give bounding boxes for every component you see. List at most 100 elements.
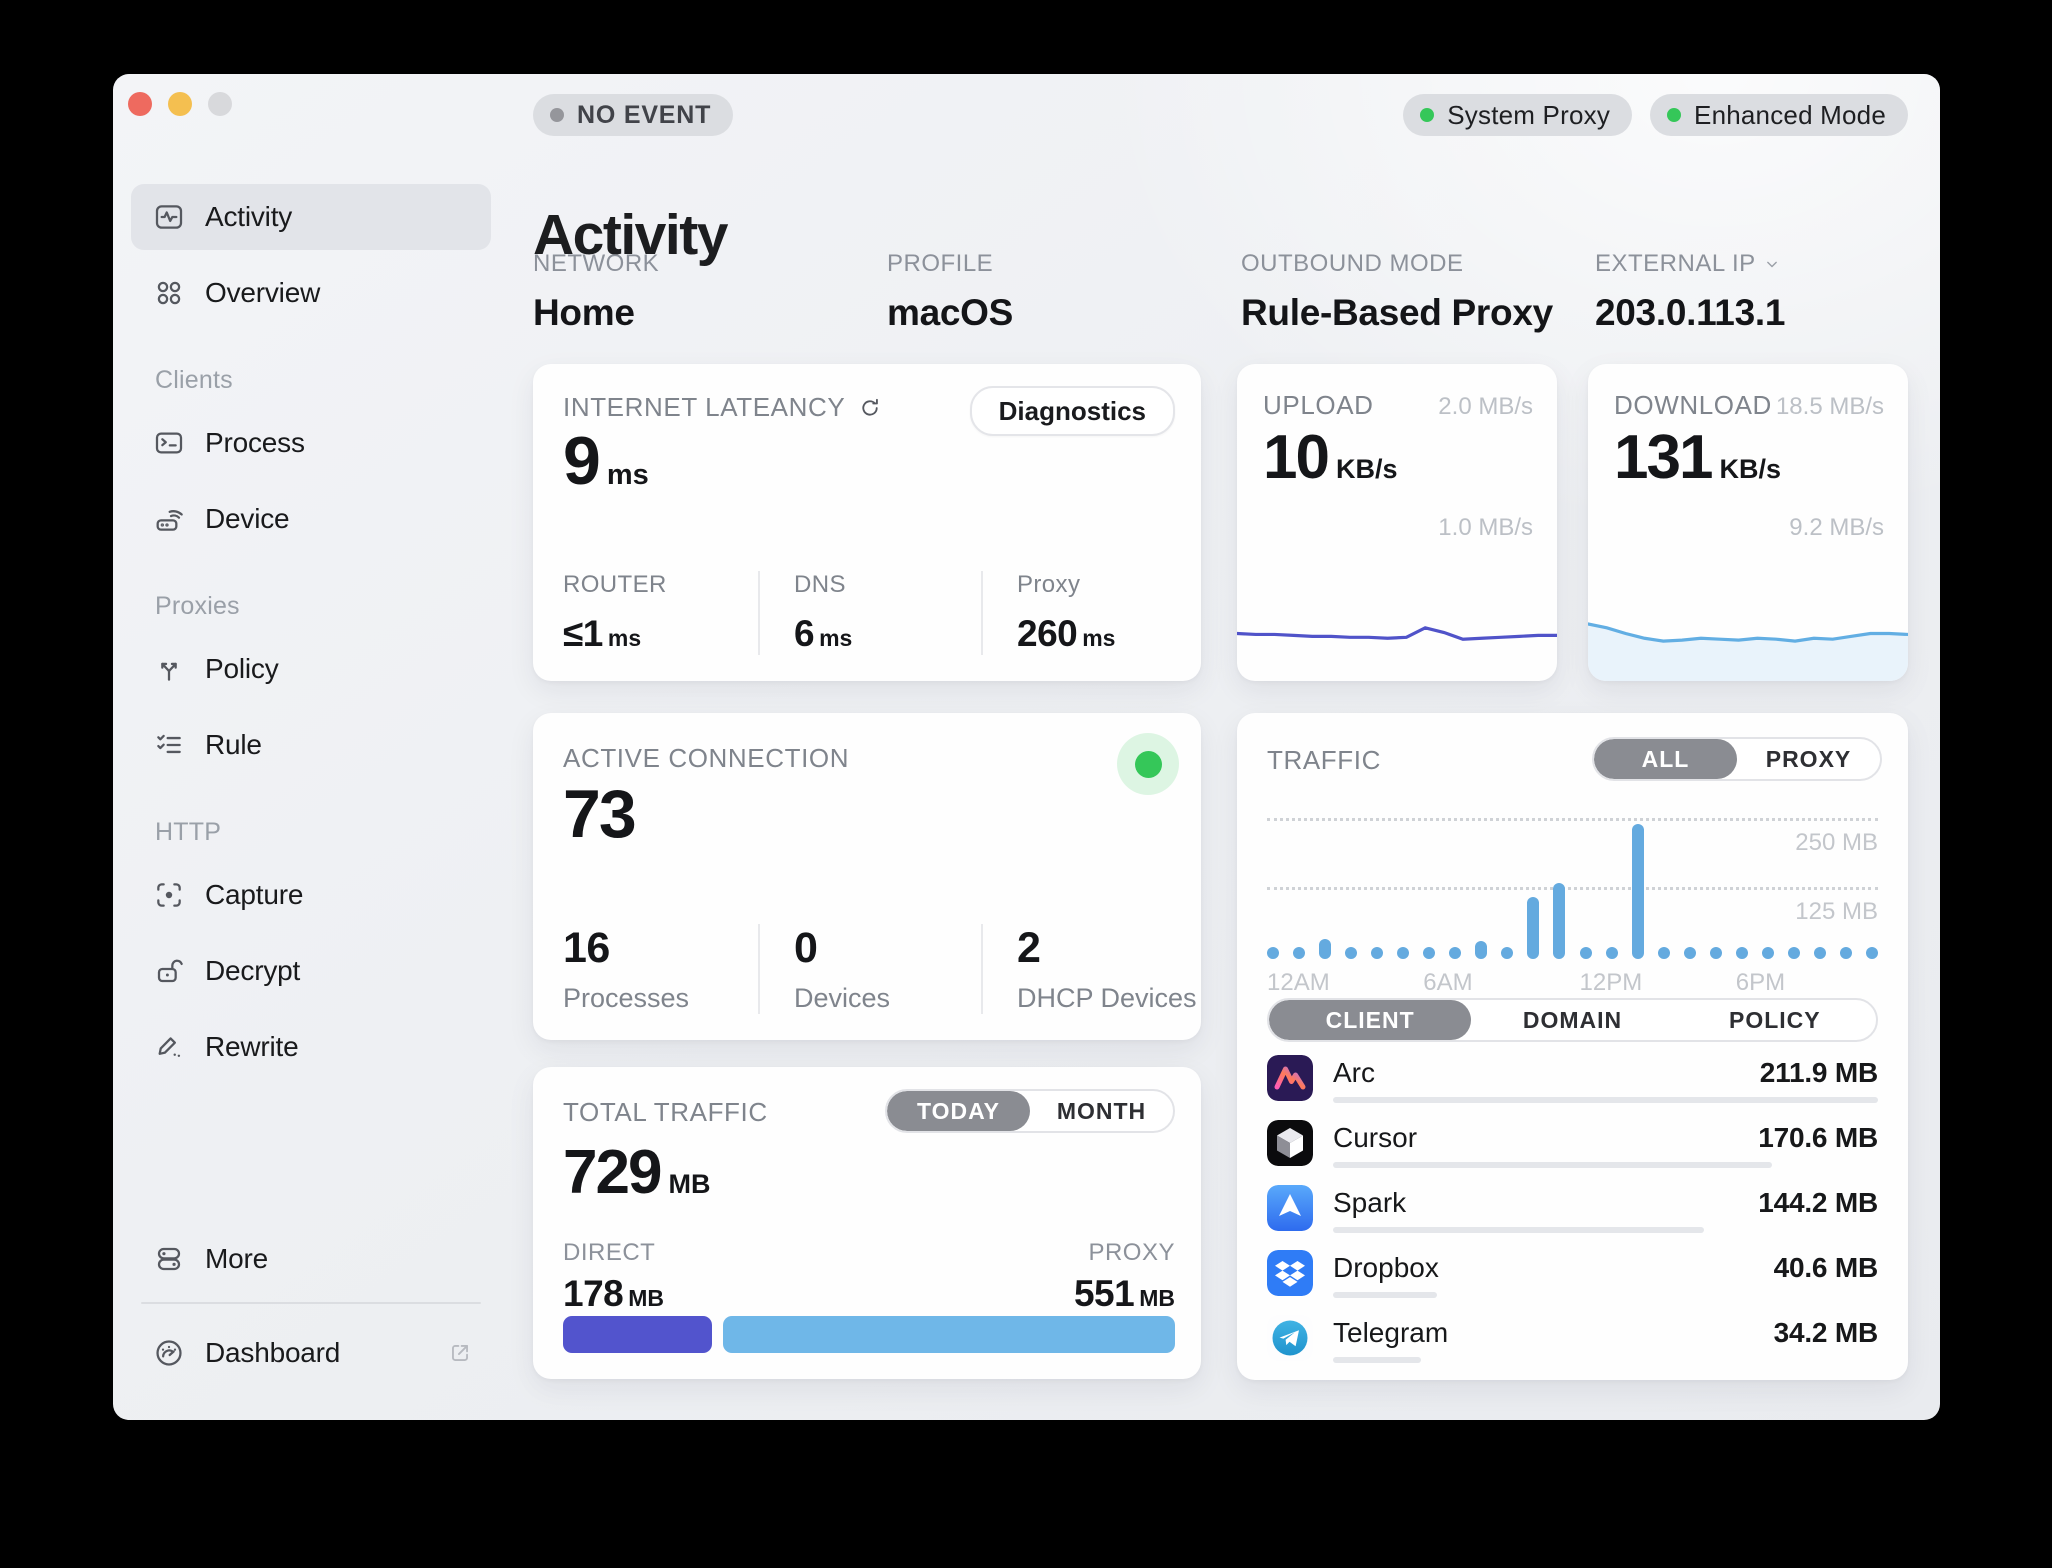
client-traffic-value: 144.2 MB	[1758, 1187, 1878, 1218]
status-pill-label: System Proxy	[1447, 99, 1611, 130]
client-row-arc[interactable]: Arc 211.9 MB	[1267, 1055, 1878, 1119]
sidebar-item-more[interactable]: More	[131, 1226, 491, 1292]
traffic-tab-domain[interactable]: DOMAIN	[1522, 1006, 1623, 1033]
latency-card: INTERNET LATEANCY Diagnostics 9 ms ROUTE…	[533, 364, 1201, 681]
sidebar: Activity Overview Clients Process Device Prox…	[131, 184, 491, 1090]
connection-status-dot-icon	[1134, 750, 1162, 778]
sidebar-item-overview[interactable]: Overview	[131, 260, 491, 326]
conn-stat-devices: 0 Devices	[758, 924, 981, 1014]
sidebar-item-label: Rule	[205, 729, 262, 760]
external-link-icon	[447, 1340, 473, 1366]
traffic-tab-policy[interactable]: POLICY	[1729, 1006, 1821, 1033]
telegram-app-icon	[1267, 1315, 1313, 1361]
download-value: 131 KB/s	[1614, 423, 1781, 492]
gridline-250mb	[1267, 818, 1878, 821]
proxy-label: PROXY	[1088, 1239, 1175, 1266]
period-today[interactable]: TODAY	[887, 1091, 1030, 1131]
conn-stat-label: DHCP Devices	[1017, 983, 1197, 1013]
activity-icon	[153, 201, 185, 233]
sidebar-section-proxies: Proxies	[155, 592, 240, 620]
meta-network: NETWORK Home	[533, 250, 659, 334]
event-badge: NO EVENT	[533, 94, 734, 136]
gridline-label: 250 MB	[1795, 829, 1878, 856]
traffic-card-title: TRAFFIC	[1267, 745, 1381, 775]
latency-card-title: INTERNET LATEANCY	[563, 392, 846, 422]
client-row-cursor[interactable]: Cursor 170.6 MB	[1267, 1120, 1878, 1184]
traffic-bar-chart: 250 MB 125 MB	[1267, 809, 1878, 959]
proxy-value: 551	[1073, 1273, 1135, 1314]
traffic-bar-hour-11	[1553, 883, 1566, 959]
active-connection-value: 73	[563, 776, 637, 852]
event-badge-label: NO EVENT	[577, 100, 712, 129]
more-icon	[153, 1243, 185, 1275]
status-pill-system-proxy[interactable]: System Proxy	[1403, 94, 1633, 136]
period-month[interactable]: MONTH	[1056, 1097, 1147, 1124]
client-name: Telegram	[1333, 1317, 1449, 1348]
stat-label: Proxy	[1017, 571, 1081, 598]
chevron-down-icon[interactable]	[1762, 254, 1782, 274]
latency-value: 9 ms	[563, 423, 649, 499]
sidebar-item-capture[interactable]: Capture	[131, 862, 491, 928]
traffic-tab-client[interactable]: CLIENT	[1269, 1000, 1472, 1040]
meta-profile: PROFILE macOS	[887, 250, 1013, 334]
spark-app-icon	[1267, 1185, 1313, 1231]
arc-app-icon	[1267, 1055, 1313, 1101]
traffic-mode-all[interactable]: ALL	[1594, 739, 1737, 779]
download-card-title: DOWNLOAD	[1614, 390, 1772, 420]
client-name: Dropbox	[1333, 1252, 1439, 1283]
dropbox-app-icon	[1267, 1250, 1313, 1296]
diagnostics-button[interactable]: Diagnostics	[969, 386, 1175, 436]
total-traffic-value: 729 MB	[563, 1138, 711, 1207]
sidebar-item-label: Process	[205, 427, 305, 458]
client-traffic-bar	[1333, 1292, 1438, 1298]
sidebar-item-dashboard[interactable]: Dashboard	[131, 1320, 491, 1386]
refresh-icon[interactable]	[857, 395, 883, 421]
upload-scale-mid: 1.0 MB/s	[1438, 514, 1533, 541]
zoom-button[interactable]	[208, 92, 232, 116]
sidebar-item-process[interactable]: Process	[131, 410, 491, 476]
upload-scale-top: 2.0 MB/s	[1438, 393, 1533, 420]
traffic-bar-hour-8	[1475, 941, 1488, 959]
upload-value: 10 KB/s	[1263, 423, 1398, 492]
stat-label: DNS	[794, 571, 846, 598]
connection-breakdown: 16 Processes 0 Devices 2 DHCP Devices	[533, 924, 1201, 1014]
sidebar-item-rewrite[interactable]: Rewrite	[131, 1014, 491, 1080]
client-name: Arc	[1333, 1057, 1375, 1088]
client-row-spark[interactable]: Spark 144.2 MB	[1267, 1185, 1878, 1249]
x-tick-12am: 12AM	[1267, 969, 1330, 996]
stat-router: ROUTER ≤1 ms	[533, 571, 758, 655]
total-traffic-card: TOTAL TRAFFIC TODAY MONTH 729 MB DIRECT 1…	[533, 1067, 1201, 1379]
sidebar-item-activity[interactable]: Activity	[131, 184, 491, 250]
meta-value: 203.0.113.1	[1595, 292, 1786, 333]
sidebar-item-device[interactable]: Device	[131, 486, 491, 552]
meta-value: Home	[533, 292, 635, 333]
sidebar-item-decrypt[interactable]: Decrypt	[131, 938, 491, 1004]
client-row-dropbox[interactable]: Dropbox 40.6 MB	[1267, 1250, 1878, 1314]
meta-label: OUTBOUND MODE	[1241, 250, 1464, 277]
rewrite-icon	[153, 1031, 185, 1063]
client-name: Spark	[1333, 1187, 1407, 1218]
meta-value: Rule-Based Proxy	[1241, 292, 1553, 333]
traffic-bar-hour-3	[1345, 947, 1358, 959]
traffic-mode-proxy[interactable]: PROXY	[1765, 745, 1852, 772]
policy-icon	[153, 653, 185, 685]
client-row-telegram[interactable]: Telegram 34.2 MB	[1267, 1315, 1878, 1379]
sidebar-item-rule[interactable]: Rule	[131, 712, 491, 778]
total-period-toggle: TODAY MONTH	[885, 1089, 1175, 1133]
traffic-chart-x-axis: 12AM 6AM 12PM 6PM	[1267, 969, 1878, 997]
sidebar-item-policy[interactable]: Policy	[131, 636, 491, 702]
total-traffic-title: TOTAL TRAFFIC	[563, 1097, 768, 1127]
traffic-bar-hour-15	[1657, 947, 1670, 959]
direct-proxy-row: DIRECT 178 MB PROXY 551 MB	[563, 1239, 1175, 1315]
minimize-button[interactable]	[168, 92, 192, 116]
rule-icon	[153, 729, 185, 761]
close-button[interactable]	[128, 92, 152, 116]
status-pill-enhanced-mode[interactable]: Enhanced Mode	[1650, 94, 1908, 136]
traffic-bar-hour-12	[1579, 947, 1592, 959]
capture-icon	[153, 879, 185, 911]
sidebar-item-label: Policy	[205, 653, 279, 684]
app-window: Activity Overview Clients Process Device Prox…	[113, 74, 1940, 1420]
sidebar-item-label: Dashboard	[205, 1337, 341, 1368]
main-content: NO EVENT System Proxy Enhanced Mode Activ…	[533, 74, 1908, 1420]
traffic-bar-hour-13	[1605, 947, 1618, 959]
